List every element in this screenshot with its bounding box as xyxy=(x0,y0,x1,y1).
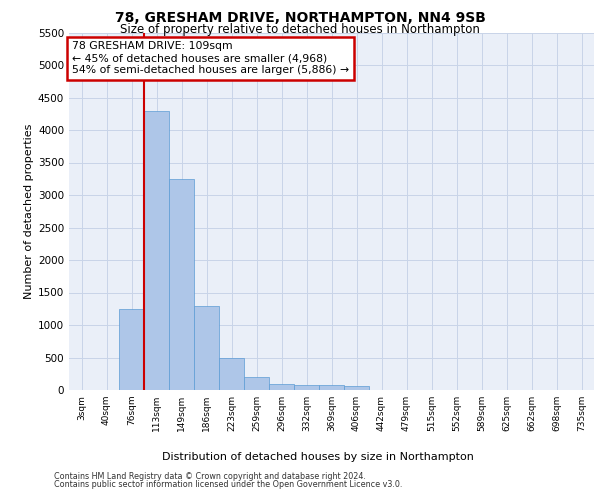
Bar xyxy=(269,384,294,390)
Bar xyxy=(144,110,169,390)
Bar xyxy=(344,386,369,390)
Bar xyxy=(194,306,219,390)
Bar xyxy=(119,308,144,390)
Text: Size of property relative to detached houses in Northampton: Size of property relative to detached ho… xyxy=(120,22,480,36)
Text: 78 GRESHAM DRIVE: 109sqm
← 45% of detached houses are smaller (4,968)
54% of sem: 78 GRESHAM DRIVE: 109sqm ← 45% of detach… xyxy=(71,42,349,74)
Y-axis label: Number of detached properties: Number of detached properties xyxy=(24,124,34,299)
Text: Distribution of detached houses by size in Northampton: Distribution of detached houses by size … xyxy=(162,452,474,462)
Bar xyxy=(294,385,319,390)
Bar xyxy=(219,358,244,390)
Text: Contains public sector information licensed under the Open Government Licence v3: Contains public sector information licen… xyxy=(54,480,403,489)
Text: Contains HM Land Registry data © Crown copyright and database right 2024.: Contains HM Land Registry data © Crown c… xyxy=(54,472,366,481)
Bar xyxy=(244,377,269,390)
Bar xyxy=(319,385,344,390)
Text: 78, GRESHAM DRIVE, NORTHAMPTON, NN4 9SB: 78, GRESHAM DRIVE, NORTHAMPTON, NN4 9SB xyxy=(115,11,485,25)
Bar xyxy=(169,179,194,390)
